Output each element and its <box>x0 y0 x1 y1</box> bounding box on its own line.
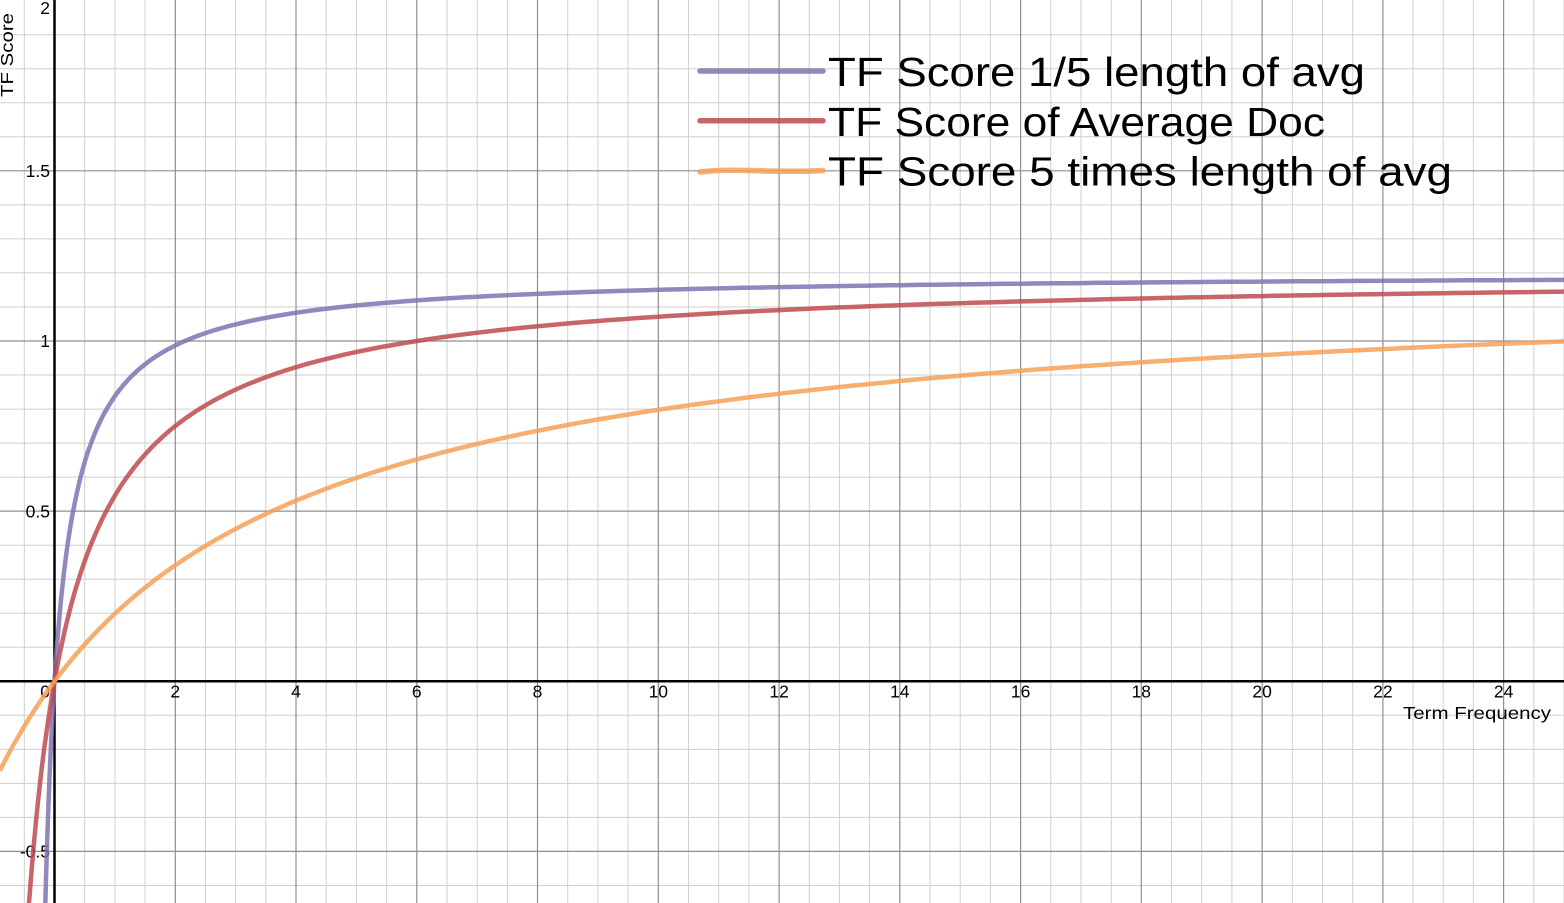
svg-text:4: 4 <box>291 682 301 702</box>
svg-text:12: 12 <box>769 682 788 702</box>
svg-text:8: 8 <box>533 682 543 702</box>
svg-text:22: 22 <box>1373 682 1392 702</box>
svg-text:Term Frequency: Term Frequency <box>1403 703 1551 723</box>
svg-text:TF Score of Average Doc: TF Score of Average Doc <box>828 99 1325 145</box>
svg-text:6: 6 <box>412 682 422 702</box>
svg-text:1.5: 1.5 <box>26 161 50 181</box>
svg-text:16: 16 <box>1011 682 1030 702</box>
svg-text:24: 24 <box>1494 682 1514 702</box>
svg-text:1: 1 <box>40 331 50 351</box>
svg-text:0.5: 0.5 <box>26 501 50 521</box>
svg-text:10: 10 <box>649 682 669 702</box>
svg-text:TF Score 1/5 length of avg: TF Score 1/5 length of avg <box>828 49 1365 95</box>
svg-text:18: 18 <box>1132 682 1151 702</box>
svg-text:TF Score: TF Score <box>0 13 17 97</box>
svg-text:14: 14 <box>890 682 910 702</box>
svg-text:20: 20 <box>1252 682 1272 702</box>
svg-text:2: 2 <box>170 682 180 702</box>
svg-text:2: 2 <box>40 0 50 18</box>
svg-text:TF Score 5 times length of avg: TF Score 5 times length of avg <box>828 149 1452 195</box>
